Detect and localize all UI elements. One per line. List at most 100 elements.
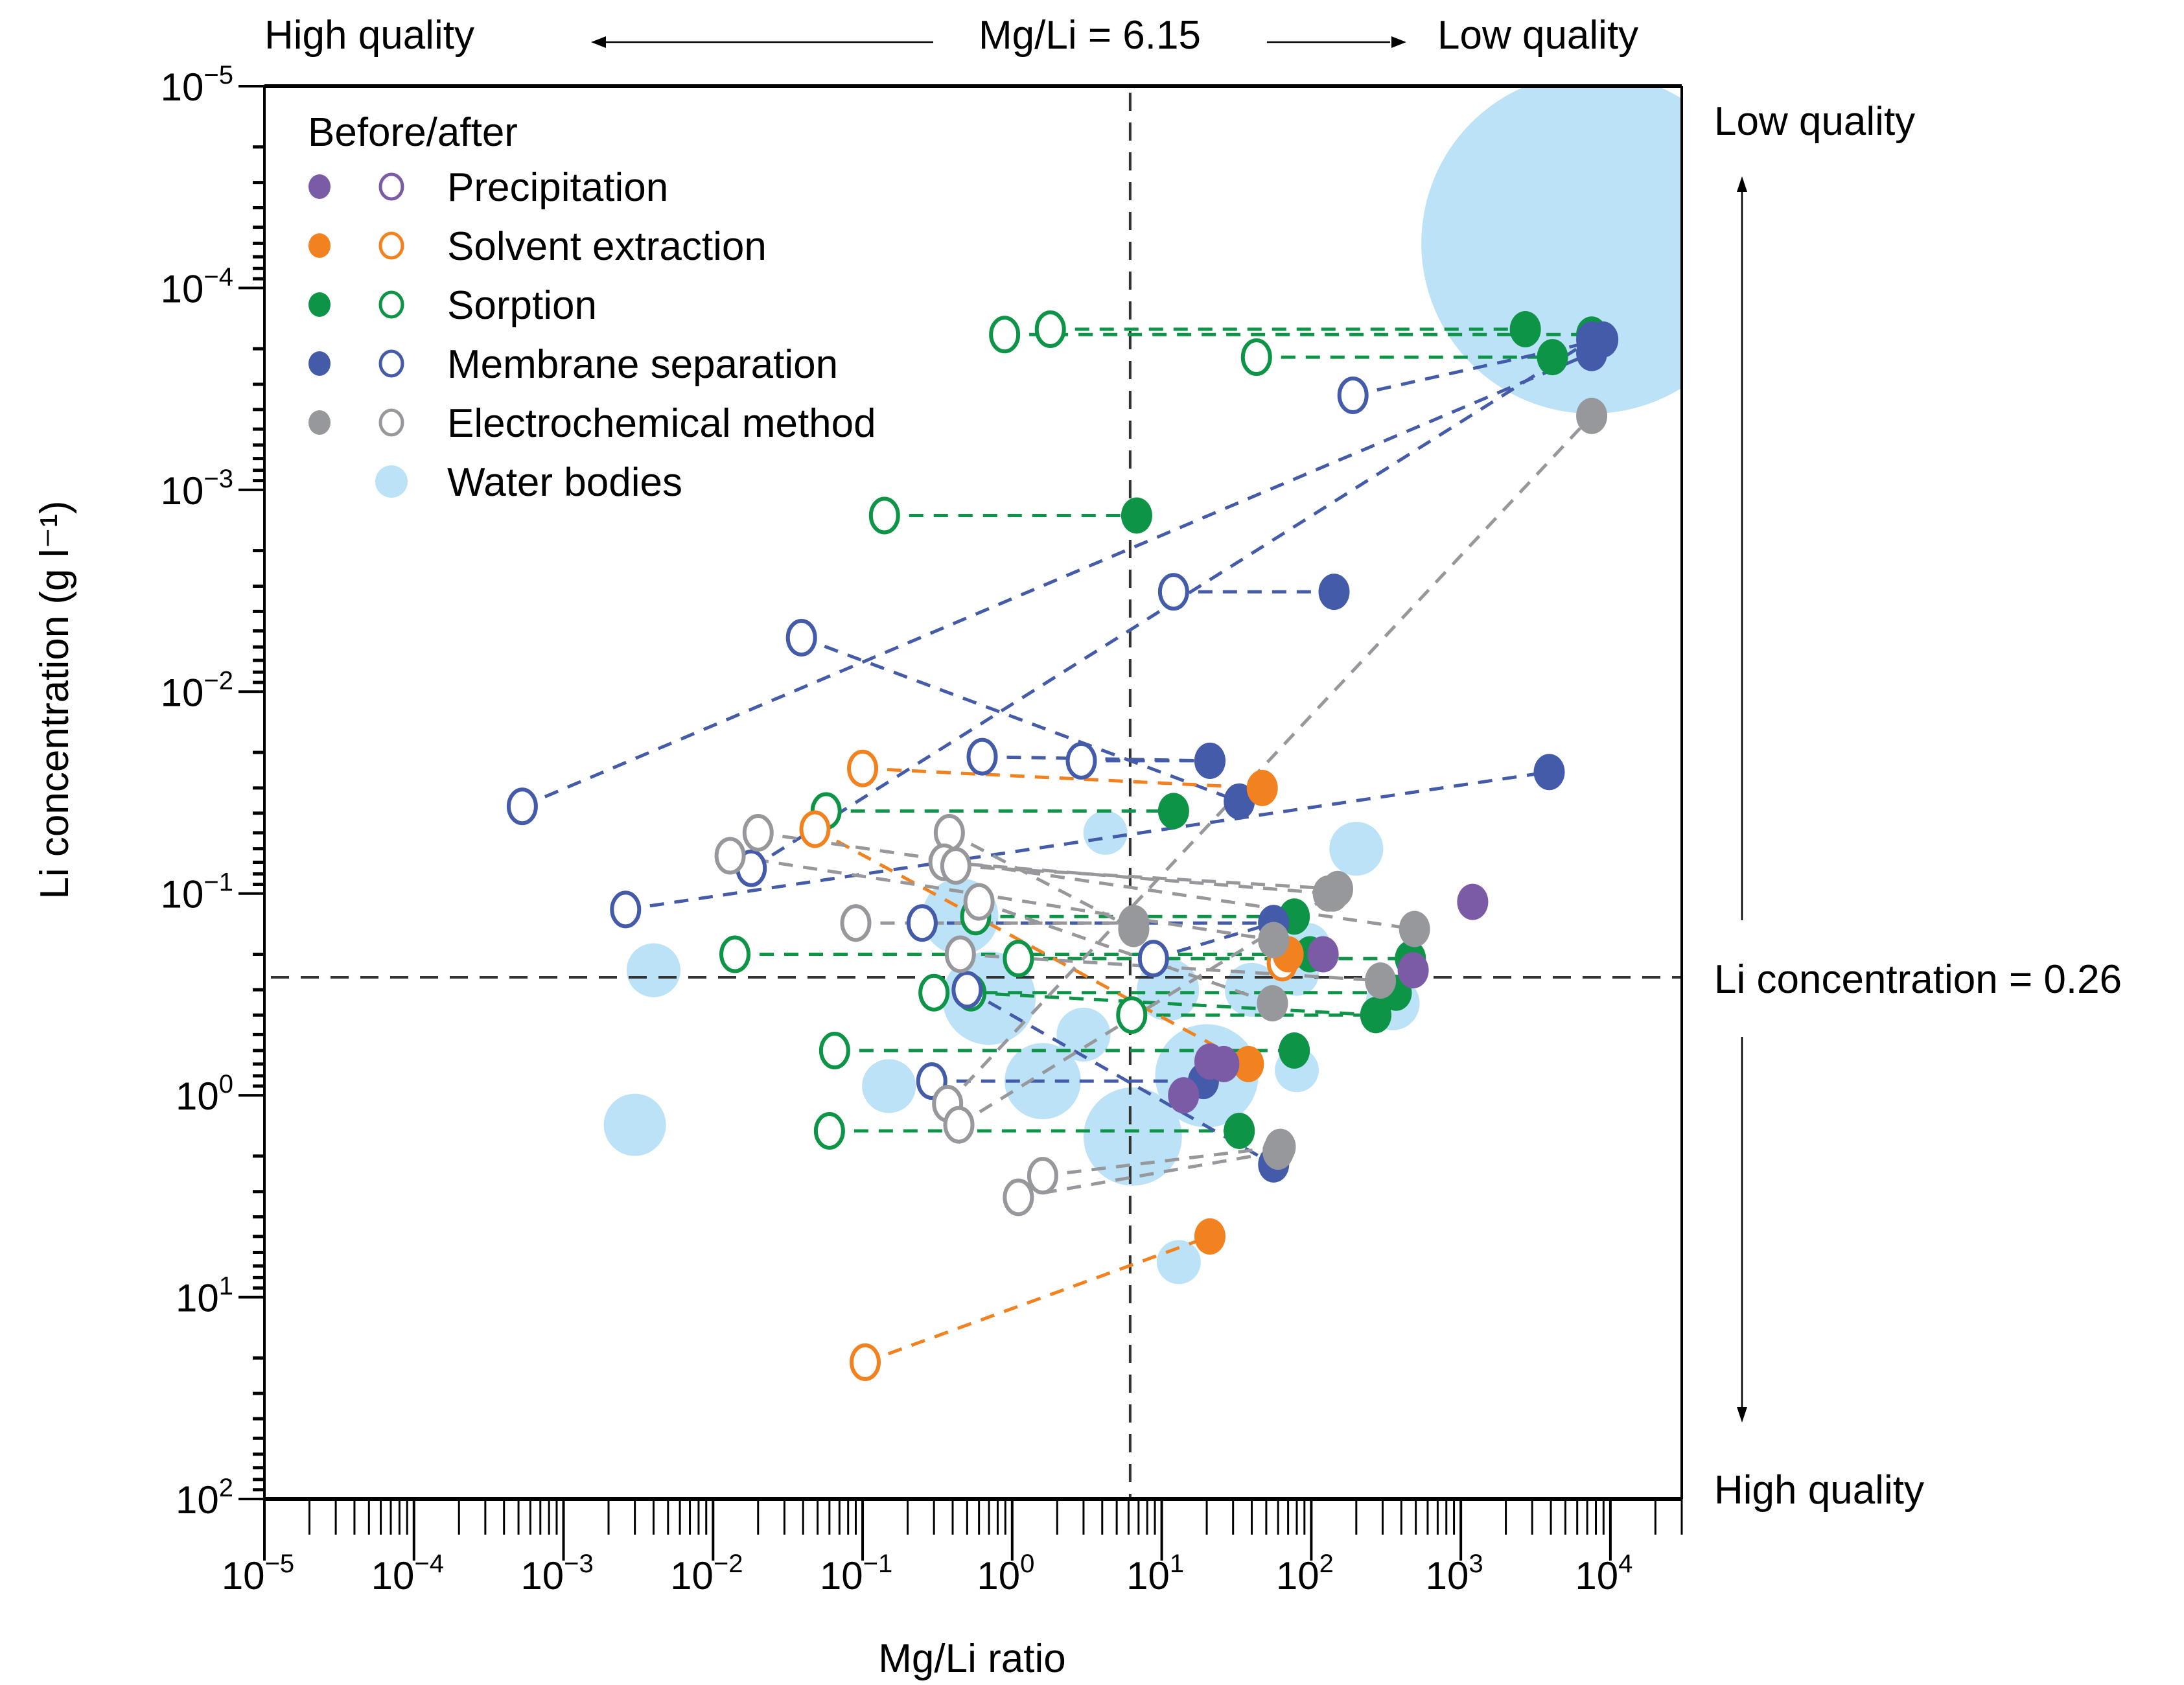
down-arrow-icon bbox=[1737, 1407, 1747, 1423]
y-tick-label: 102 bbox=[176, 1474, 233, 1522]
electro-before-point bbox=[944, 935, 976, 973]
sorption-pair-line bbox=[971, 991, 1377, 1017]
x-tick-label: 10−2 bbox=[670, 1550, 743, 1598]
sorption-after-point bbox=[1121, 497, 1152, 534]
membrane-pair-line bbox=[625, 770, 1550, 911]
membrane-after-point bbox=[1224, 783, 1255, 820]
legend-solvent-label: Solvent extraction bbox=[447, 224, 767, 269]
x-tick-label: 102 bbox=[1276, 1550, 1334, 1598]
water-body-point bbox=[1056, 1007, 1111, 1062]
solvent-pair-line bbox=[862, 767, 1262, 790]
electro-pair-line bbox=[944, 860, 1329, 896]
legend-sorption-after-marker bbox=[308, 292, 331, 317]
x-tick-label: 100 bbox=[977, 1550, 1034, 1598]
membrane-after-point bbox=[1194, 742, 1226, 779]
membrane-before-point bbox=[1337, 376, 1369, 414]
x-tick-label: 103 bbox=[1426, 1550, 1483, 1598]
legend-membrane-after-marker bbox=[308, 351, 331, 376]
y-tick-label: 10−3 bbox=[161, 465, 233, 513]
top-low-quality-label: Low quality bbox=[1437, 13, 1638, 58]
y-tick-label: 101 bbox=[176, 1272, 233, 1320]
x-tick-label: 101 bbox=[1126, 1550, 1184, 1598]
sorption-before-point bbox=[989, 316, 1021, 354]
electro-before-point bbox=[1027, 1157, 1058, 1195]
water-body-point bbox=[626, 943, 681, 997]
y-tick-label: 10−5 bbox=[161, 61, 233, 109]
water-body-point bbox=[862, 1059, 916, 1113]
precipitation-after-point bbox=[1307, 936, 1339, 973]
x-tick-label: 10−5 bbox=[222, 1550, 294, 1598]
electro-after-point bbox=[1257, 985, 1288, 1022]
membrane-before-point bbox=[951, 971, 983, 1009]
solvent-before-point bbox=[849, 1343, 881, 1381]
membrane-pair-line bbox=[800, 636, 1240, 804]
precipitation-after-point bbox=[1457, 883, 1489, 920]
electro-after-point bbox=[1365, 962, 1397, 999]
solvent-before-point bbox=[799, 810, 831, 848]
water-body-point bbox=[1083, 811, 1128, 855]
sorption-before-point bbox=[1240, 338, 1272, 377]
electro-before-point bbox=[742, 813, 774, 852]
electro-before-point bbox=[963, 883, 995, 921]
electro-before-point bbox=[840, 904, 872, 942]
membrane-before-point bbox=[1157, 573, 1189, 611]
sorption-before-point bbox=[1003, 940, 1034, 978]
y-tick-label: 10−4 bbox=[161, 262, 233, 310]
electro-pair-line bbox=[960, 952, 1381, 982]
legend-precipitation-after-marker bbox=[308, 174, 331, 199]
membrane-pair-line bbox=[1153, 921, 1274, 960]
y-tick-label: 100 bbox=[176, 1070, 233, 1118]
precipitation-after-point bbox=[1397, 952, 1429, 989]
electro-after-point bbox=[1318, 875, 1349, 912]
membrane-before-point bbox=[506, 787, 538, 826]
solvent-pair-line bbox=[814, 828, 1249, 1066]
right-arrow-icon bbox=[1391, 36, 1406, 48]
legend-water-label: Water bodies bbox=[447, 460, 682, 505]
membrane-pair-line bbox=[982, 755, 1210, 763]
precipitation-after-point bbox=[1208, 1045, 1240, 1082]
electro-pair-line bbox=[946, 414, 1593, 1105]
x-ticks: 10−5 10−4 10−3 10−2 10−1 100 101 102 103 104 bbox=[222, 1499, 1683, 1598]
solvent-before-point bbox=[847, 749, 879, 787]
x-tick-label: 10−1 bbox=[820, 1550, 892, 1598]
membrane-before-point bbox=[1065, 741, 1097, 780]
electro-pair-line bbox=[1042, 1145, 1281, 1178]
membrane-pair-line bbox=[966, 988, 1275, 1166]
sorption-after-point bbox=[1157, 793, 1189, 830]
sorption-before-point bbox=[1116, 996, 1148, 1034]
y-tick-label: 10−1 bbox=[161, 868, 233, 916]
electro-after-point bbox=[1576, 397, 1608, 434]
legend-precipitation-label: Precipitation bbox=[447, 165, 668, 210]
sorption-after-point bbox=[1509, 310, 1541, 347]
electro-after-point bbox=[1399, 911, 1430, 947]
x-tick-label: 10−4 bbox=[371, 1550, 444, 1598]
pair-lines-layer bbox=[521, 327, 1603, 1364]
x-axis-label: Mg/Li ratio bbox=[878, 1636, 1065, 1681]
water-body-point bbox=[1083, 1087, 1182, 1186]
y-ticks: 10−5 10−4 10−3 10−2 10−1 100 101 102 bbox=[161, 61, 264, 1522]
sorption-after-point bbox=[1279, 1032, 1310, 1069]
legend-electro-label: Electrochemical method bbox=[447, 401, 876, 446]
sorption-before-point bbox=[813, 1111, 845, 1150]
membrane-after-point bbox=[1587, 321, 1619, 358]
electro-after-point bbox=[1258, 922, 1290, 959]
right-high-quality-label: High quality bbox=[1714, 1468, 1924, 1513]
legend-solvent-after-marker bbox=[308, 233, 331, 258]
legend-membrane-before-marker bbox=[378, 349, 404, 378]
legend-precipitation-before-marker bbox=[378, 172, 404, 201]
sorption-before-point bbox=[719, 935, 751, 973]
membrane-before-point bbox=[1137, 940, 1169, 978]
legend-sorption-label: Sorption bbox=[447, 283, 597, 328]
sorption-before-point bbox=[819, 1032, 850, 1070]
electro-pair-line bbox=[1017, 1150, 1279, 1199]
legend-sorption-before-marker bbox=[378, 290, 404, 319]
membrane-before-point bbox=[610, 890, 642, 929]
membrane-after-point bbox=[1318, 574, 1350, 610]
legend-electro-after-marker bbox=[308, 410, 331, 435]
membrane-after-point bbox=[1533, 754, 1565, 791]
electro-pair-line bbox=[948, 831, 1135, 931]
electro-before-point bbox=[1003, 1178, 1034, 1216]
right-low-quality-label: Low quality bbox=[1714, 99, 1915, 144]
solvent-after-point bbox=[1194, 1218, 1226, 1255]
